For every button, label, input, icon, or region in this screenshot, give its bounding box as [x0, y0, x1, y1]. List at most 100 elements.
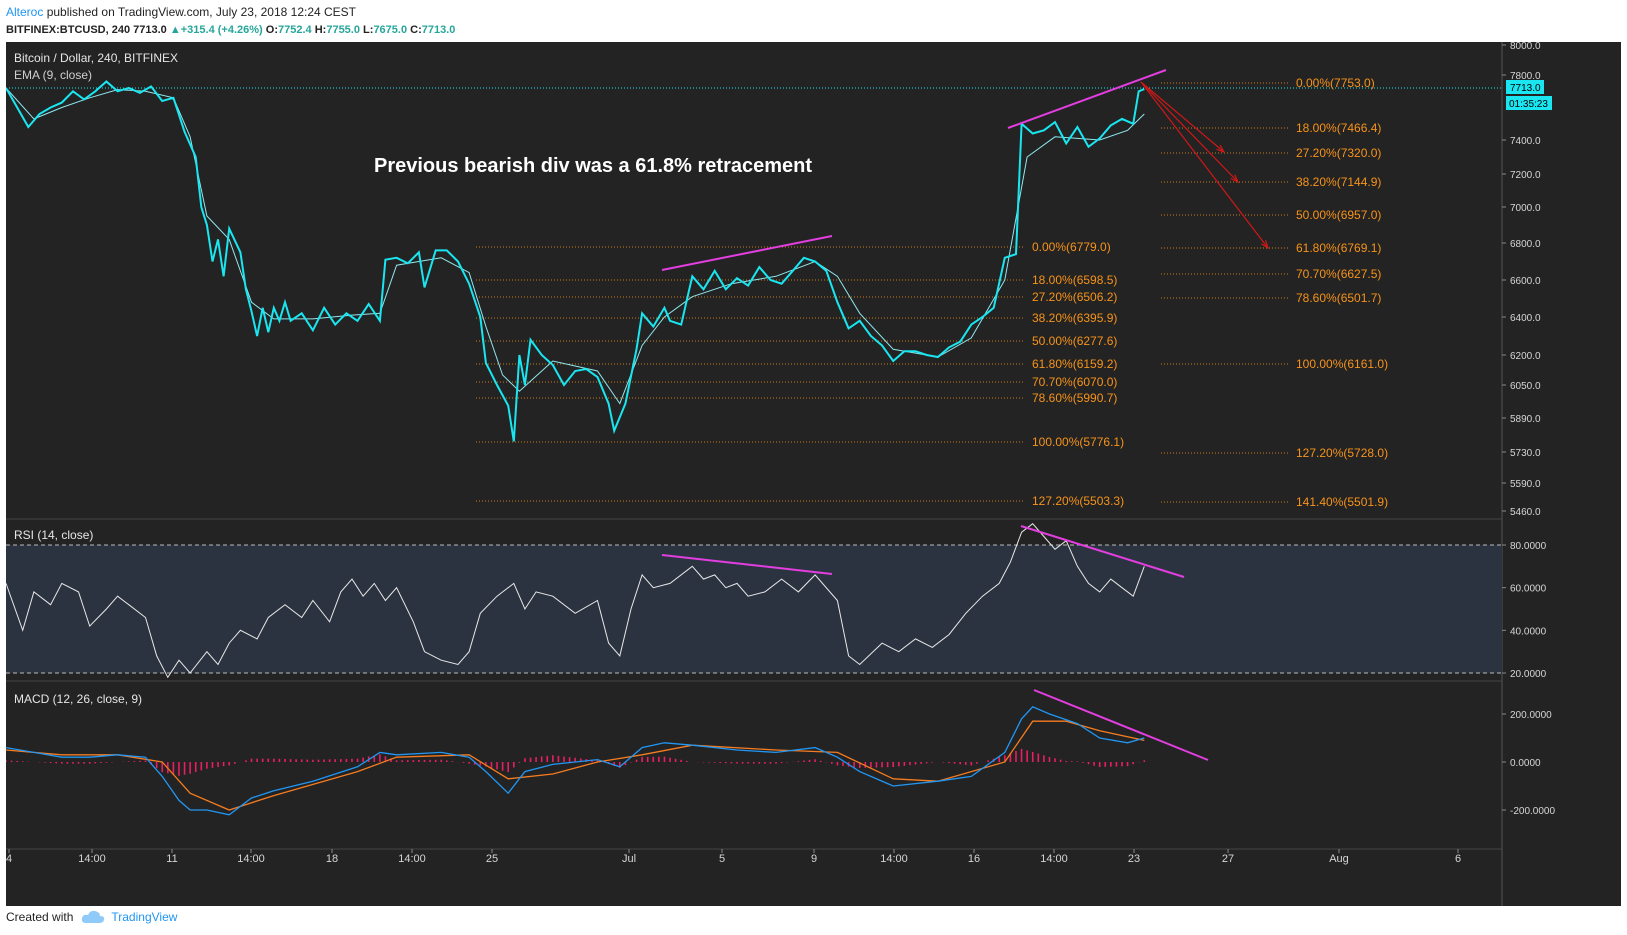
fib-level-label-right: 127.20%(5728.0)	[1296, 446, 1388, 460]
price-divergence-line	[661, 235, 833, 271]
x-tick-label: 18	[326, 853, 338, 865]
low-value: 7675.0	[373, 24, 408, 36]
price-tick-label: 5890.0	[1510, 414, 1541, 425]
x-tick-label: 14:00	[237, 853, 265, 865]
rsi-pane-title: RSI (14, close)	[14, 528, 93, 542]
fib-level-label-left: 78.60%(5990.7)	[1032, 391, 1117, 405]
high-label: H:	[314, 24, 327, 36]
projection-arrow	[1140, 81, 1269, 249]
last-price: 7713.0	[133, 24, 167, 36]
x-tick-label: 14:00	[1040, 853, 1068, 865]
rsi-band-fill	[6, 545, 1502, 673]
fib-level-label-right: 100.00%(6161.0)	[1296, 357, 1388, 371]
open-value: 7752.4	[278, 24, 312, 36]
fib-level-label-left: 0.00%(6779.0)	[1032, 240, 1111, 254]
fib-level-label-right: 70.70%(6627.5)	[1296, 267, 1381, 281]
publish-line: Alteroc published on TradingView.com, Ju…	[6, 4, 356, 20]
price-tick-label: 7200.0	[1510, 170, 1541, 181]
fib-level-label-right: 78.60%(6501.7)	[1296, 291, 1381, 305]
price-tick-label: 6400.0	[1510, 313, 1541, 324]
created-with-label: Created with	[6, 910, 74, 924]
rsi-tick-label: 20.0000	[1510, 669, 1547, 680]
rsi-divergence-line	[661, 554, 833, 575]
projection-arrowhead	[1230, 174, 1240, 184]
projection-arrow	[1140, 81, 1225, 153]
price-divergence-line	[1007, 69, 1167, 129]
fib-level-label-left: 70.70%(6070.0)	[1032, 375, 1117, 389]
author-link[interactable]: Alteroc	[6, 5, 44, 19]
fib-level-label-left: 61.80%(6159.2)	[1032, 357, 1117, 371]
x-tick-label: 6	[1455, 853, 1461, 865]
price-tick-label: 6600.0	[1510, 276, 1541, 287]
chart-background	[6, 42, 1621, 906]
macd-line	[6, 706, 1145, 816]
fib-level-label-right: 27.20%(7320.0)	[1296, 146, 1381, 160]
price-tick-label: 5590.0	[1510, 479, 1541, 490]
price-change: +315.4 (+4.26%)	[180, 24, 263, 36]
x-tick-label: 11	[166, 853, 177, 865]
projection-arrowhead	[1216, 144, 1226, 154]
ohlc-bar: BITFINEX:BTCUSD, 240 7713.0 ▲+315.4 (+4.…	[6, 22, 455, 38]
annotation-text: Previous bearish div was a 61.8% retrace…	[374, 155, 812, 177]
fib-level-label-right: 50.00%(6957.0)	[1296, 208, 1381, 222]
tradingview-link[interactable]: TradingView	[81, 910, 177, 924]
price-tick-label: 7400.0	[1510, 136, 1541, 147]
fib-level-label-right: 0.00%(7753.0)	[1296, 76, 1375, 90]
fib-level-label-left: 127.20%(5503.3)	[1032, 494, 1124, 508]
x-tick-label: Aug	[1329, 853, 1349, 865]
fib-level-label-left: 100.00%(5776.1)	[1032, 435, 1124, 449]
x-tick-label: 9	[811, 853, 817, 865]
rsi-tick-label: 80.0000	[1510, 541, 1547, 552]
price-tick-label: 6800.0	[1510, 239, 1541, 250]
rsi-divergence-line	[1020, 525, 1185, 578]
rsi-tick-label: 60.0000	[1510, 584, 1547, 595]
last-price-badge	[1506, 80, 1544, 94]
footer: Created with TradingView	[6, 910, 177, 924]
rsi-line	[6, 523, 1145, 679]
fib-level-label-right: 141.40%(5501.9)	[1296, 495, 1388, 509]
fib-level-label-left: 27.20%(6506.2)	[1032, 290, 1117, 304]
close-label: C:	[410, 24, 422, 36]
x-tick-label: 4	[6, 853, 12, 865]
fib-level-label-left: 50.00%(6277.6)	[1032, 334, 1117, 348]
fib-level-label-left: 18.00%(6598.5)	[1032, 273, 1117, 287]
macd-tick-label: 0.0000	[1510, 758, 1541, 769]
low-label: L:	[363, 24, 374, 36]
cloud-icon	[82, 910, 105, 923]
projection-arrow	[1140, 81, 1239, 183]
ema-legend: EMA (9, close)	[14, 68, 92, 82]
x-tick-label: 5	[719, 853, 725, 865]
x-tick-label: 14:00	[880, 853, 908, 865]
open-label: O:	[265, 24, 278, 36]
high-value: 7755.0	[326, 24, 360, 36]
price-tick-label: 5730.0	[1510, 448, 1541, 459]
price-pane-title: Bitcoin / Dollar, 240, BITFINEX	[14, 51, 178, 65]
last-price-badge-label: 7713.0	[1510, 83, 1541, 94]
rsi-tick-label: 40.0000	[1510, 626, 1547, 637]
price-tick-label: 7800.0	[1510, 71, 1541, 82]
tradingview-brand: TradingView	[111, 910, 178, 924]
fib-level-label-right: 18.00%(7466.4)	[1296, 121, 1381, 135]
projection-arrowhead	[1260, 240, 1270, 250]
up-arrow-icon: ▲	[169, 24, 181, 36]
macd-tick-label: -200.0000	[1510, 806, 1555, 817]
price-tick-label: 7000.0	[1510, 203, 1541, 214]
price-tick-label: 6200.0	[1510, 351, 1541, 362]
fib-level-label-right: 61.80%(6769.1)	[1296, 241, 1381, 255]
x-tick-label: 14:00	[398, 853, 426, 865]
macd-tick-label: 200.0000	[1510, 710, 1552, 721]
price-line	[6, 80, 1145, 442]
trading-chart[interactable]: Bitcoin / Dollar, 240, BITFINEX EMA (9, c…	[6, 42, 1621, 906]
x-tick-label: 25	[486, 853, 498, 865]
publish-info: published on TradingView.com, July 23, 2…	[46, 5, 357, 19]
price-tick-label: 8000.0	[1510, 42, 1541, 52]
price-tick-label: 5460.0	[1510, 507, 1541, 518]
x-tick-label: 16	[968, 853, 980, 865]
macd-signal-line	[6, 720, 1145, 811]
price-tick-label: 6050.0	[1510, 381, 1541, 392]
countdown-badge	[1506, 96, 1552, 110]
x-tick-label: 27	[1222, 853, 1234, 865]
x-tick-label: Jul	[622, 853, 636, 865]
fib-level-label-right: 38.20%(7144.9)	[1296, 175, 1381, 189]
ema-line	[6, 87, 1145, 405]
